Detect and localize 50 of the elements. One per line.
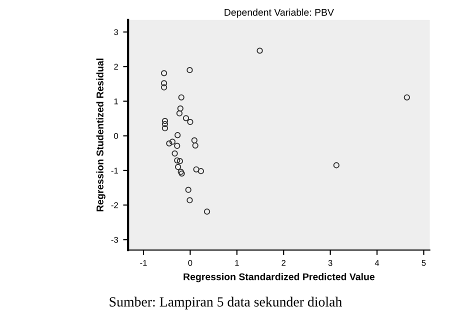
point — [162, 118, 168, 124]
x-tick-label: 1 — [235, 260, 239, 266]
point — [182, 115, 190, 122]
point — [192, 142, 198, 149]
point — [256, 48, 263, 54]
point — [185, 186, 192, 193]
y-tick-label: -2 — [111, 202, 118, 208]
text: Sumber: Lampiran 5 data sekunder diolah — [110, 296, 342, 310]
point — [174, 142, 180, 149]
y-axis-title: Regression Studentized Residual — [96, 58, 106, 212]
point — [160, 80, 168, 86]
point — [174, 157, 180, 164]
point — [178, 170, 185, 177]
point — [204, 208, 210, 215]
x-axis-title: Regression Standardized Predicted Value — [184, 273, 375, 282]
point — [187, 118, 194, 126]
point — [191, 137, 198, 144]
x-tick-label: 4 — [374, 260, 380, 266]
y-tick-label: -1 — [111, 168, 118, 174]
y-tick-label: -3 — [111, 236, 118, 243]
point — [177, 105, 184, 112]
y-tick-label: 1 — [114, 98, 118, 104]
chart-title: Dependent Variable: PBV — [224, 8, 334, 18]
point — [198, 168, 204, 174]
point — [176, 110, 183, 116]
point — [176, 158, 184, 164]
point — [169, 138, 176, 145]
point — [193, 166, 200, 172]
y-tick-label: 3 — [114, 29, 118, 36]
point — [178, 94, 184, 100]
point — [160, 84, 168, 90]
point — [166, 140, 172, 147]
point — [186, 66, 193, 74]
point — [174, 132, 181, 138]
point — [333, 162, 340, 168]
point — [160, 70, 168, 76]
point — [162, 125, 168, 132]
x-tick-label: 5 — [422, 260, 426, 266]
x-tick-label: 2 — [282, 260, 286, 266]
point — [404, 94, 410, 100]
y-tick-label: 2 — [114, 64, 118, 70]
x-tick-label: 3 — [328, 260, 332, 266]
y-tick-label: 0 — [114, 133, 118, 139]
point — [172, 150, 178, 157]
point — [186, 197, 193, 204]
x-tick-label: 0 — [188, 260, 192, 266]
point — [178, 168, 184, 175]
point — [162, 120, 168, 128]
x-tick-label: -1 — [140, 260, 147, 266]
point — [174, 164, 182, 170]
